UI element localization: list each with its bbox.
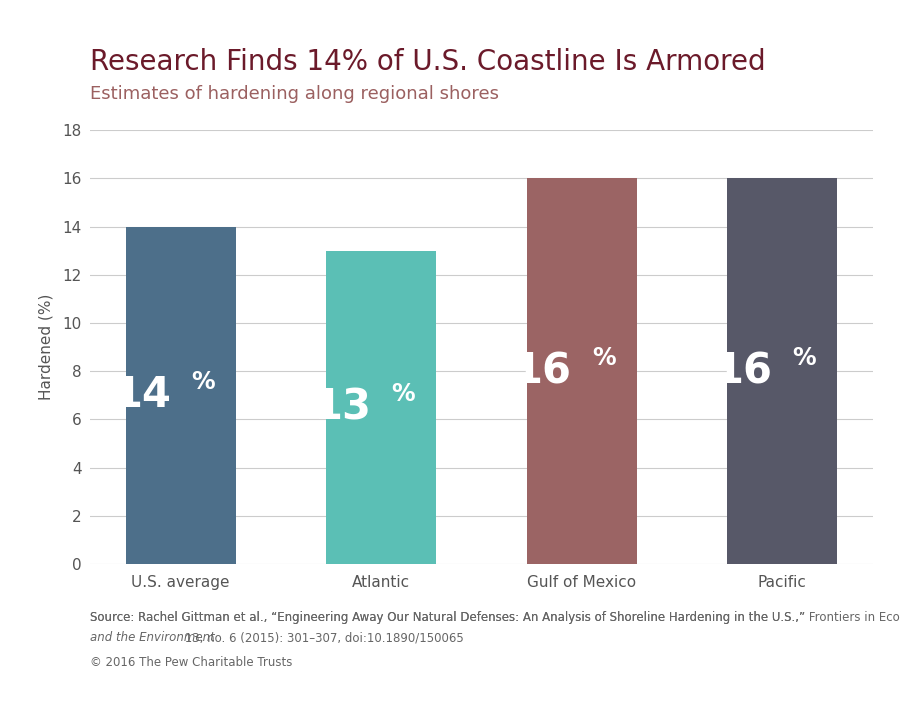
Bar: [326, 251, 436, 564]
Text: © 2016 The Pew Charitable Trusts: © 2016 The Pew Charitable Trusts: [90, 656, 292, 669]
Text: Source: Rachel Gittman et al., “Engineering Away Our Natural Defenses: An Analys: Source: Rachel Gittman et al., “Engineer…: [90, 611, 900, 624]
Text: 14: 14: [112, 375, 171, 416]
Text: %: %: [792, 346, 816, 370]
Text: and the Environment: and the Environment: [90, 631, 215, 644]
Text: %: %: [392, 382, 415, 406]
Text: 13, no. 6 (2015): 301–307, doi:10.1890/150065: 13, no. 6 (2015): 301–307, doi:10.1890/1…: [181, 631, 464, 644]
Y-axis label: Hardened (%): Hardened (%): [39, 294, 54, 401]
Text: %: %: [191, 370, 214, 394]
Text: %: %: [592, 346, 616, 370]
Text: 16: 16: [715, 350, 772, 392]
Bar: [126, 226, 236, 564]
Text: 13: 13: [313, 386, 371, 428]
Bar: [526, 179, 637, 564]
Text: Estimates of hardening along regional shores: Estimates of hardening along regional sh…: [90, 85, 499, 103]
Bar: [727, 179, 837, 564]
Text: Source: Rachel Gittman et al., “Engineering Away Our Natural Defenses: An Analys: Source: Rachel Gittman et al., “Engineer…: [90, 611, 809, 624]
Text: 16: 16: [514, 350, 572, 392]
Text: Research Finds 14% of U.S. Coastline Is Armored: Research Finds 14% of U.S. Coastline Is …: [90, 48, 766, 76]
